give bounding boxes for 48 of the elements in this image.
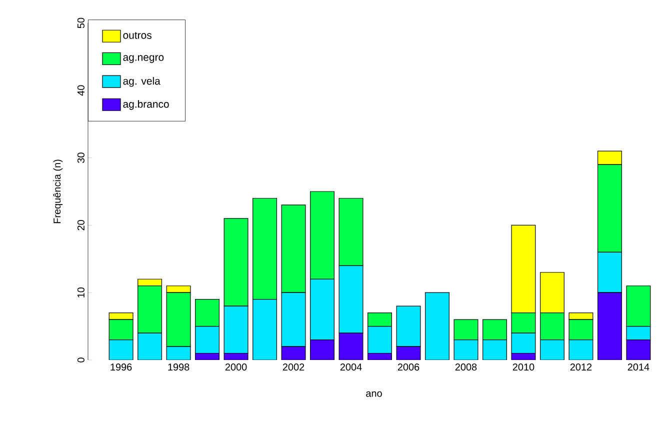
bar bbox=[281, 292, 306, 347]
bar bbox=[368, 326, 392, 354]
x-tick-label: 1998 bbox=[168, 364, 190, 371]
bar bbox=[569, 340, 593, 360]
legend-label: ag.branco bbox=[123, 100, 169, 110]
x-tick-label: 2000 bbox=[225, 364, 247, 371]
bar bbox=[540, 340, 564, 360]
bar bbox=[482, 340, 507, 360]
bar bbox=[224, 306, 248, 354]
bar bbox=[454, 319, 478, 340]
y-tick-label: 0 bbox=[77, 358, 84, 362]
bar bbox=[368, 312, 392, 327]
bar bbox=[338, 265, 364, 334]
bar bbox=[195, 326, 220, 354]
x-tick-label: 2008 bbox=[455, 364, 477, 371]
y-tick-label: 20 bbox=[77, 220, 84, 230]
y-axis-title: Frequência (n) bbox=[53, 160, 63, 224]
bar bbox=[109, 340, 133, 360]
x-tick-label: 2010 bbox=[512, 364, 534, 371]
x-tick-label: 2004 bbox=[340, 364, 362, 371]
bar bbox=[396, 306, 421, 347]
legend-label: ag. vela bbox=[123, 77, 160, 87]
x-tick-label: 2002 bbox=[282, 364, 304, 371]
bar bbox=[597, 252, 622, 293]
x-tick-label: 1996 bbox=[110, 364, 132, 371]
bar bbox=[195, 299, 220, 327]
y-tick-label: 10 bbox=[77, 287, 84, 298]
bar bbox=[626, 326, 651, 340]
x-tick-label: 2012 bbox=[570, 364, 592, 371]
bar bbox=[339, 333, 363, 360]
y-tick-label: 40 bbox=[77, 85, 84, 96]
bar bbox=[425, 292, 450, 360]
y-tick-label: 30 bbox=[77, 152, 84, 163]
bar bbox=[252, 299, 277, 360]
bar bbox=[626, 339, 651, 360]
y-tick-label: 50 bbox=[77, 18, 84, 28]
bar bbox=[310, 278, 334, 340]
bar bbox=[482, 319, 507, 340]
bar bbox=[511, 332, 536, 354]
legend-label: outros bbox=[123, 32, 152, 39]
bar bbox=[598, 292, 622, 360]
bar bbox=[138, 333, 162, 360]
legend-label: ag.negro bbox=[123, 55, 164, 63]
bar bbox=[310, 340, 334, 360]
x-tick-label: 2014 bbox=[628, 364, 650, 371]
x-axis-title: ano bbox=[366, 391, 382, 397]
x-tick-label: 2006 bbox=[398, 364, 420, 371]
bar bbox=[454, 340, 478, 360]
